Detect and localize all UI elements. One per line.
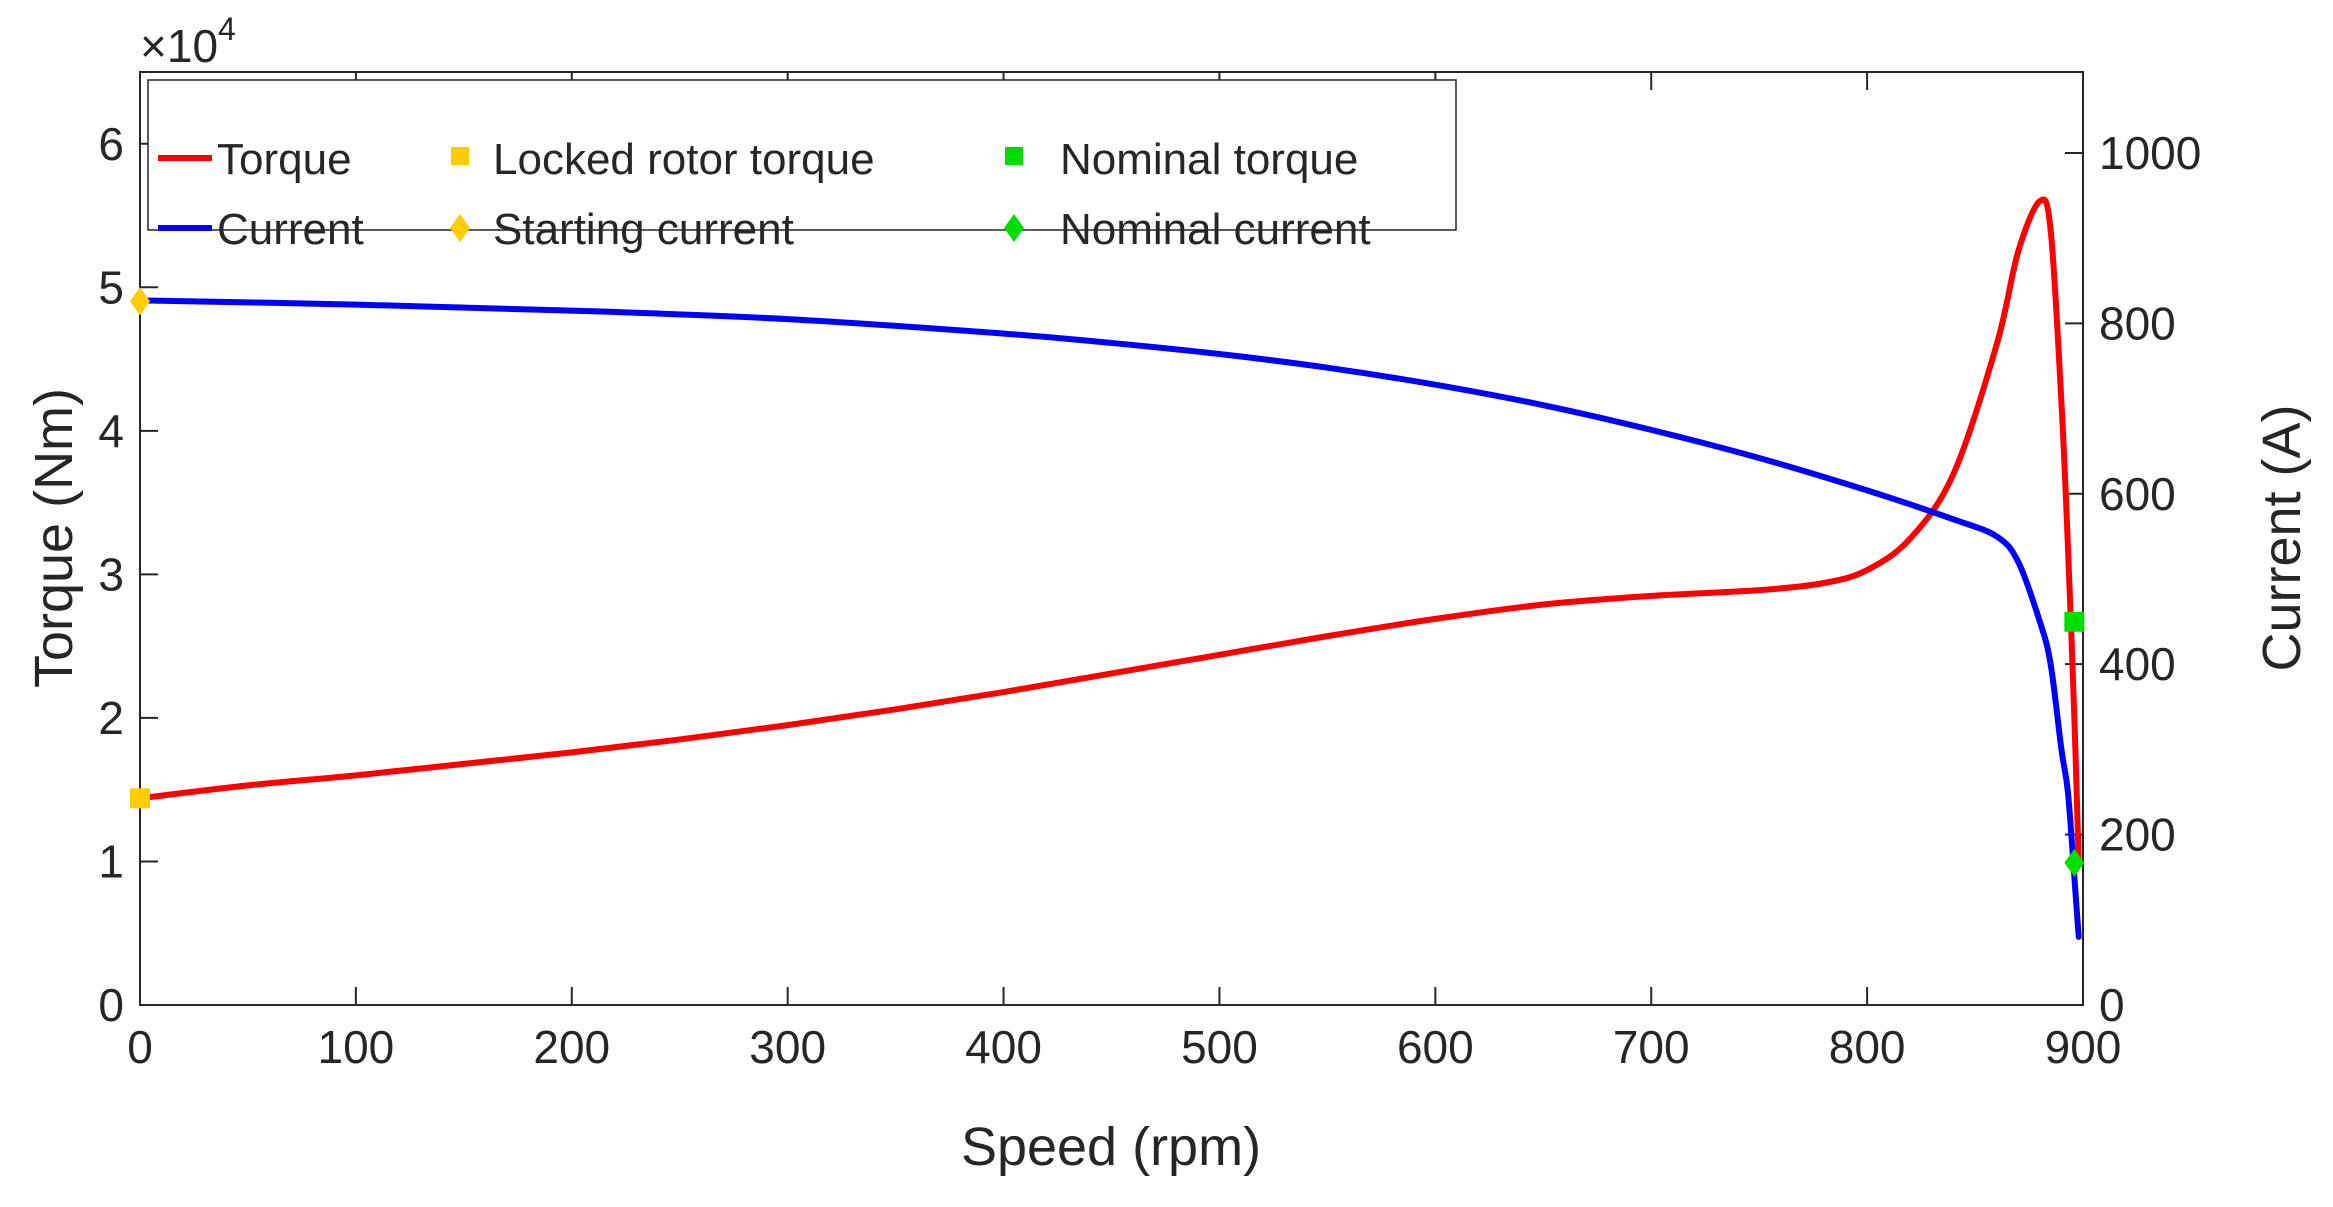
legend-label-locked-rotor-torque: Locked rotor torque <box>493 135 875 184</box>
legend-label-nominal-current: Nominal current <box>1060 205 1371 254</box>
legend-box <box>147 79 1457 231</box>
legend-label-current: Current <box>217 205 364 254</box>
legend-label-torque: Torque <box>217 135 352 184</box>
series-line-current <box>137 297 2082 940</box>
x-tick-label: 800 <box>1829 1021 1906 1073</box>
y-left-exponent-base: ×10 <box>140 20 218 72</box>
marker-nominal-current <box>2064 848 2085 877</box>
x-tick-label: 500 <box>1181 1021 1258 1073</box>
y-left-tick-label: 0 <box>98 979 124 1031</box>
y-left-tick-label: 3 <box>98 548 124 600</box>
legend-label-starting-current: Starting current <box>493 205 794 254</box>
y-right-tick-label: 1000 <box>2099 127 2201 179</box>
marker-nominal-torque <box>2064 611 2085 632</box>
y-right-tick-label: 600 <box>2099 468 2176 520</box>
x-tick-label: 0 <box>127 1021 153 1073</box>
y-left-tick-label: 1 <box>98 835 124 887</box>
legend-swatch-nominal-torque <box>1005 147 1023 165</box>
y-right-tick-label: 200 <box>2099 809 2176 861</box>
marker-locked-rotor-torque <box>130 788 150 809</box>
y-left-exponent: ×104 <box>140 11 236 72</box>
legend-swatch-locked-rotor-torque <box>451 147 469 165</box>
x-tick-label: 200 <box>533 1021 610 1073</box>
series-layer <box>137 196 2082 940</box>
y-left-tick-label: 2 <box>98 692 124 744</box>
y-left-tick-label: 4 <box>98 405 124 457</box>
x-tick-label: 600 <box>1397 1021 1474 1073</box>
markers-layer <box>130 287 2085 877</box>
y-right-axis-label: Current (A) <box>2252 404 2312 671</box>
y-left-exponent-power: 4 <box>218 11 236 47</box>
marker-starting-current <box>130 287 150 316</box>
y-right-tick-label: 800 <box>2099 297 2176 349</box>
legend-label-nominal-torque: Nominal torque <box>1060 135 1358 184</box>
legend-swatch-nominal-current <box>1004 214 1024 242</box>
x-tick-label: 700 <box>1613 1021 1690 1073</box>
x-tick-label: 900 <box>2045 1021 2122 1073</box>
x-tick-label: 100 <box>318 1021 395 1073</box>
x-tick-label: 300 <box>749 1021 826 1073</box>
x-axis-label: Speed (rpm) <box>961 1117 1261 1177</box>
ticks-layer: 0 100 200 300 400 500 600 700 800 900012345602004… <box>98 72 2201 1073</box>
y-left-tick-label: 6 <box>98 118 124 170</box>
x-tick-label: 400 <box>965 1021 1042 1073</box>
y-left-axis-label: Torque (Nm) <box>24 388 84 688</box>
legend: Torque Current Locked rotor torque Start… <box>147 79 1457 254</box>
legend-swatch-starting-current <box>450 214 470 242</box>
y-right-tick-label: 0 <box>2099 979 2125 1031</box>
y-right-tick-label: 400 <box>2099 638 2176 690</box>
y-left-tick-label: 5 <box>98 261 124 313</box>
series-line-torque <box>137 196 2082 865</box>
